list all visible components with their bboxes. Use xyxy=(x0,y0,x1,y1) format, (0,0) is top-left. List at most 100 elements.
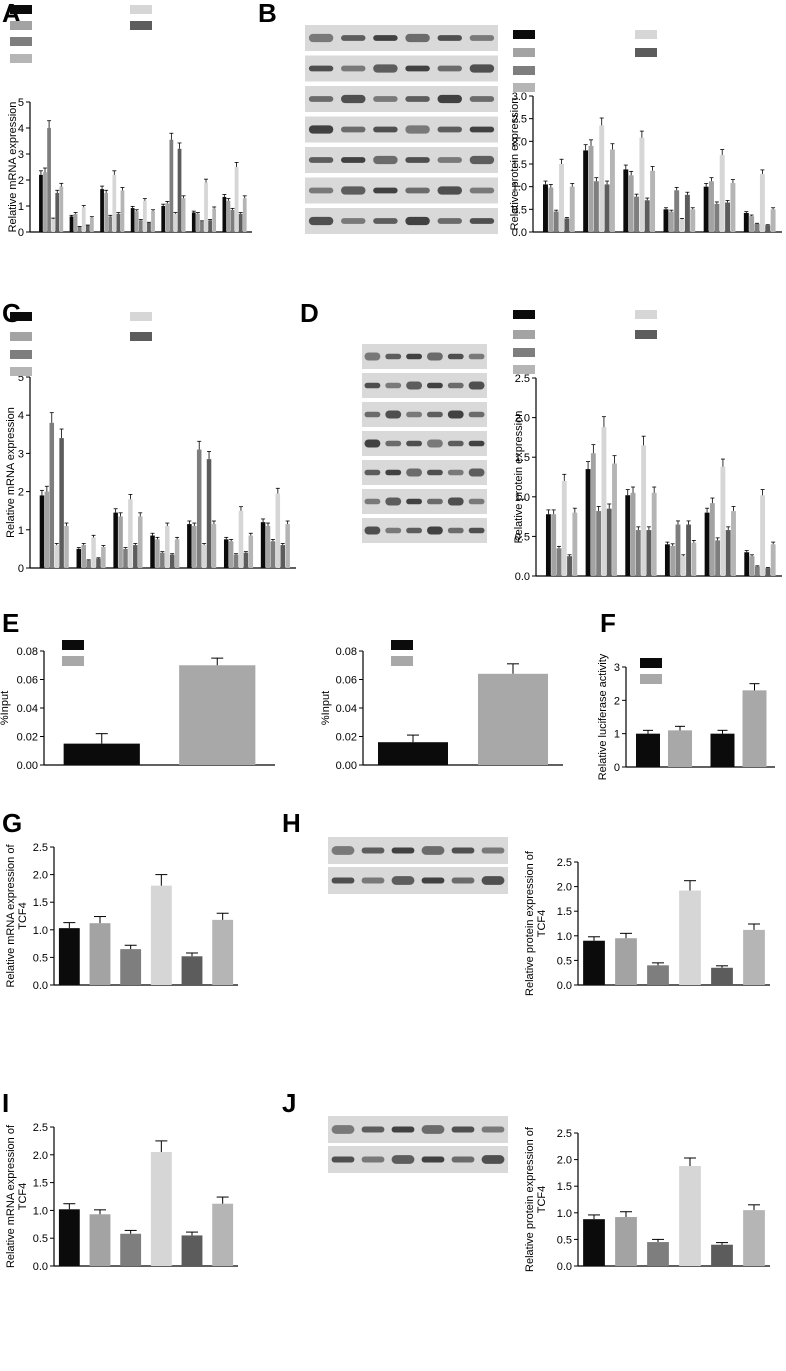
y-tick-label: 0.08 xyxy=(17,646,38,658)
blot-row xyxy=(362,344,487,369)
blot-band xyxy=(405,96,430,102)
y-axis-label: Relative mRNA expression xyxy=(7,102,19,233)
chart-c: 0 1 2 3 4 5 Relative mRNA expression xyxy=(5,312,296,575)
bar xyxy=(765,225,771,232)
y-axis-label: Relative luciferase activity xyxy=(597,653,609,780)
blot-band xyxy=(427,498,443,505)
panel-label-b: B xyxy=(258,0,277,28)
bar xyxy=(133,545,138,568)
blot-row xyxy=(305,25,498,51)
blot-row xyxy=(305,147,498,173)
bar xyxy=(112,174,117,232)
bar xyxy=(138,220,143,232)
y-tick-label: 0.06 xyxy=(336,675,357,687)
blot-band xyxy=(468,527,485,534)
bar xyxy=(248,535,254,568)
y-tick-label: 0.00 xyxy=(336,760,357,772)
y-tick-label: 3.0 xyxy=(512,91,527,103)
bar xyxy=(150,1152,172,1266)
y-tick-label: 2.0 xyxy=(33,1150,48,1162)
bar xyxy=(743,1210,765,1266)
panel-label-e: E xyxy=(2,608,19,638)
blot-band xyxy=(341,35,366,41)
bar xyxy=(137,516,143,568)
panel-label-i: I xyxy=(2,1088,9,1118)
bar xyxy=(704,512,710,576)
y-tick-label: 1.0 xyxy=(512,182,527,194)
blot-band xyxy=(385,410,402,419)
bar xyxy=(242,198,247,232)
y-tick-label: 1.0 xyxy=(33,1205,48,1217)
bar xyxy=(553,211,559,232)
bar xyxy=(173,213,178,232)
bar xyxy=(634,196,639,232)
bar xyxy=(679,1165,701,1266)
bar xyxy=(743,212,749,232)
bar xyxy=(543,184,548,232)
blot-band xyxy=(437,65,462,72)
blot-band xyxy=(308,157,334,163)
y-tick-label: 5 xyxy=(18,372,24,384)
bar xyxy=(641,445,647,576)
bar xyxy=(59,438,64,568)
y-tick-label: 0.5 xyxy=(557,955,572,967)
blot-band xyxy=(364,526,381,535)
legend-swatch xyxy=(513,348,535,357)
y-tick-label: 0.0 xyxy=(557,980,572,992)
legend-swatch xyxy=(513,330,535,339)
blot-band xyxy=(427,411,443,418)
legend-swatch xyxy=(513,30,535,39)
blot-band xyxy=(405,187,430,194)
bar xyxy=(715,540,721,576)
blot-band xyxy=(469,126,495,133)
blot-band xyxy=(373,64,398,73)
y-tick-label: 0.0 xyxy=(512,227,527,239)
y-tick-label: 0.5 xyxy=(515,531,530,543)
legend-swatch xyxy=(10,367,32,376)
y-tick-label: 2.5 xyxy=(512,114,527,126)
bar xyxy=(635,530,641,576)
chart-e2: 0.00 0.02 0.04 0.06 0.08 %Input xyxy=(320,640,563,772)
y-tick-label: 0.0 xyxy=(515,571,530,583)
bar xyxy=(161,206,166,232)
bar xyxy=(569,186,575,232)
blot-band xyxy=(385,469,402,476)
bar xyxy=(770,209,776,232)
blot-band xyxy=(469,155,495,165)
bar xyxy=(709,181,714,232)
bar xyxy=(44,491,50,568)
blot-row xyxy=(328,837,508,864)
chart-h: 0.0 0.5 1.0 1.5 2.0 2.5 Relative protein expre… xyxy=(524,850,770,996)
blot-band xyxy=(427,526,443,535)
blot-band xyxy=(421,1156,445,1163)
bar xyxy=(147,222,151,232)
bar xyxy=(670,545,676,576)
y-tick-label: 1.5 xyxy=(33,897,48,909)
blot-row xyxy=(305,177,498,204)
blot-band xyxy=(391,876,415,885)
bar xyxy=(730,183,736,232)
legend-swatch xyxy=(513,66,535,75)
bar xyxy=(684,194,690,232)
blot-band xyxy=(447,410,464,419)
legend xyxy=(513,310,657,374)
bar xyxy=(150,535,155,568)
bar xyxy=(585,469,591,576)
bar xyxy=(709,503,715,576)
legend-swatch xyxy=(130,312,152,321)
legend-swatch xyxy=(62,640,84,650)
y-tick-label: 2.0 xyxy=(512,136,527,148)
blot-band xyxy=(469,218,495,224)
bar xyxy=(270,541,276,568)
bar xyxy=(668,730,692,767)
blot-band xyxy=(341,186,366,195)
bar xyxy=(725,202,731,232)
blot-band xyxy=(469,35,495,41)
y-axis-label: TCF4 xyxy=(536,1186,548,1214)
y-tick-label: 1.0 xyxy=(557,1208,572,1220)
bar xyxy=(90,217,94,232)
blot-band xyxy=(468,468,485,477)
y-axis-label: Relative mRNA expression of xyxy=(5,844,17,988)
bar xyxy=(212,208,217,232)
